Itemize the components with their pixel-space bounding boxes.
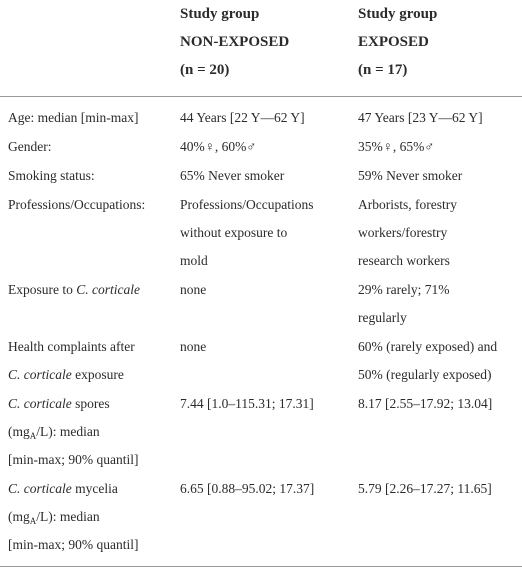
row-label: [min-max; 90% quantil] — [8, 452, 139, 467]
text-run: mycelia — [71, 481, 118, 496]
row-label: C. corticale mycelia — [8, 475, 118, 503]
text-run: /L): median — [36, 509, 100, 524]
header-line: (n = 17) — [358, 62, 408, 78]
cell-line: research workers — [358, 253, 450, 268]
cell-line: 6.65 [0.88–95.02; 17.37] — [180, 481, 315, 496]
italic-run: C. corticale — [8, 481, 72, 496]
header-line: NON-EXPOSED — [180, 34, 290, 50]
text-run: exposure — [71, 367, 124, 382]
row-label: Professions/Occupations: — [8, 197, 146, 212]
row-label: C. corticale exposure — [8, 361, 124, 389]
cell-line: 29% rarely; 71% — [358, 282, 450, 297]
row-label: C. corticale spores — [8, 390, 110, 418]
bottom-rule — [0, 566, 522, 567]
cell-line: none — [180, 282, 207, 297]
cell-line: 44 Years [22 Y—62 Y] — [180, 110, 305, 125]
cell-line: Arborists, forestry — [358, 197, 457, 212]
header-rule — [0, 96, 522, 97]
text-run: spores — [71, 396, 110, 411]
row-label: [min-max; 90% quantil] — [8, 537, 139, 552]
cell-line: 35%♀, 65%♂ — [358, 139, 435, 154]
subscript: A — [29, 431, 37, 441]
row-label: Age: median [min-max] — [8, 110, 139, 125]
row-label: Gender: — [8, 139, 52, 154]
row-label: Exposure to C. corticale — [8, 276, 140, 304]
text-run: Exposure to — [8, 282, 77, 297]
cell-line: 60% (rarely exposed) and — [358, 339, 498, 354]
cell-line: 50% (regularly exposed) — [358, 367, 492, 382]
cell-line: workers/forestry — [358, 225, 448, 240]
text-run: (mg — [8, 424, 30, 439]
header-line: (n = 20) — [180, 62, 230, 78]
row-label: (mgA/L): median — [8, 503, 100, 531]
italic-run: C. corticale — [76, 282, 140, 297]
header-line: Study group — [180, 6, 260, 22]
cell-line: 8.17 [2.55–17.92; 13.04] — [358, 396, 493, 411]
cell-line: 40%♀, 60%♂ — [180, 139, 257, 154]
italic-run: C. corticale — [8, 396, 72, 411]
row-label: (mgA/L): median — [8, 418, 100, 446]
subscript: A — [29, 516, 37, 526]
cell-line: 65% Never smoker — [180, 168, 285, 183]
text-run: /L): median — [36, 424, 100, 439]
row-label: Smoking status: — [8, 168, 95, 183]
row-label: Health complaints after — [8, 339, 135, 354]
cell-line: regularly — [358, 310, 407, 325]
cell-line: without exposure to — [180, 225, 288, 240]
cell-line: 47 Years [23 Y—62 Y] — [358, 110, 483, 125]
cell-line: 59% Never smoker — [358, 168, 463, 183]
cell-line: none — [180, 339, 207, 354]
italic-run: C. corticale — [8, 367, 72, 382]
text-run: (mg — [8, 509, 30, 524]
cell-line: 7.44 [1.0–115.31; 17.31] — [180, 396, 314, 411]
cell-line: Professions/Occupations — [180, 197, 314, 212]
header-line: EXPOSED — [358, 34, 429, 50]
header-line: Study group — [358, 6, 438, 22]
cell-line: 5.79 [2.26–17.27; 11.65] — [358, 481, 492, 496]
cell-line: mold — [180, 253, 208, 268]
